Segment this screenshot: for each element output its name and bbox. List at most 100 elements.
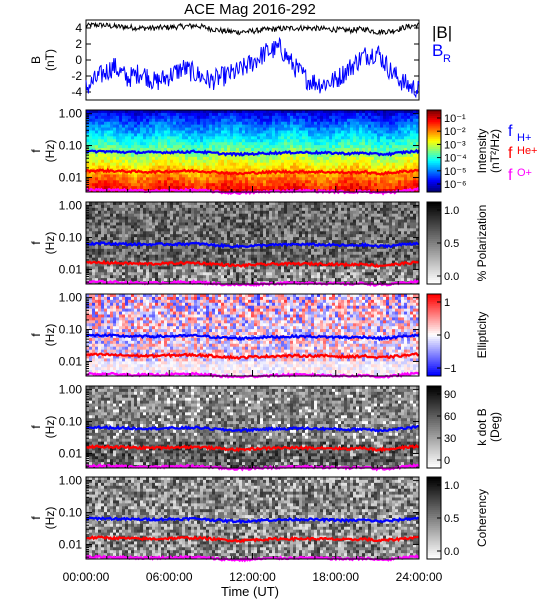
power-cell — [323, 145, 327, 149]
power-cell — [185, 136, 189, 140]
polarization-cell — [341, 225, 345, 229]
polarization-cell — [224, 222, 228, 226]
power-cell — [95, 142, 99, 146]
power-cell — [185, 142, 189, 146]
power-cell — [305, 133, 309, 137]
field-panel-frame — [85, 19, 420, 101]
polarization-cell — [152, 213, 156, 218]
power-cell — [299, 130, 303, 134]
power-cell — [284, 118, 288, 123]
polarization-cell — [332, 210, 336, 215]
power-cell — [245, 145, 249, 149]
power-cell — [392, 112, 396, 117]
power-cell — [284, 115, 288, 120]
power-cell — [299, 110, 303, 114]
power-cell — [167, 112, 171, 117]
power-cell — [155, 133, 159, 137]
polarization-cell — [134, 245, 138, 250]
polarization-cell — [350, 204, 354, 209]
power-cell — [254, 121, 258, 126]
power-cell — [155, 127, 159, 131]
power-cell — [248, 153, 252, 158]
power-cell — [317, 133, 321, 137]
power-cell — [230, 177, 234, 181]
polarization-cell — [101, 202, 105, 206]
power-cell — [122, 121, 126, 126]
power-cell — [293, 156, 297, 161]
power-cell — [254, 133, 258, 137]
power-cell — [377, 156, 381, 161]
power-cell — [410, 156, 414, 161]
power-cell — [161, 133, 165, 137]
power-cell — [335, 142, 339, 146]
polarization-cell — [383, 225, 387, 229]
power-cell — [119, 127, 123, 131]
polarization-cell — [212, 204, 216, 209]
power-cell — [263, 112, 267, 117]
power-cell — [203, 110, 207, 114]
power-cell — [407, 159, 411, 164]
power-cell — [134, 156, 138, 161]
polarization-cell — [158, 216, 162, 220]
polarization-cell — [233, 204, 237, 209]
power-cell — [398, 127, 402, 131]
polarization-cell — [395, 213, 399, 218]
power-cell — [167, 127, 171, 131]
polarization-cell — [299, 228, 303, 232]
power-cell — [275, 165, 279, 169]
power-cell — [386, 156, 390, 161]
polarization-cell — [359, 228, 363, 232]
polarization-cell — [386, 225, 390, 229]
power-cell — [152, 177, 156, 181]
polarization-cell — [188, 204, 192, 209]
polarization-cell — [203, 219, 207, 223]
power-cell — [233, 177, 237, 181]
power-cell — [110, 110, 114, 114]
power-cell — [263, 118, 267, 123]
power-cell — [110, 115, 114, 120]
power-cell — [383, 112, 387, 117]
power-cell — [311, 133, 315, 137]
power-cell — [326, 168, 330, 172]
power-cell — [383, 139, 387, 143]
polarization-cell — [161, 216, 165, 220]
polarization-cell — [311, 219, 315, 223]
power-cell — [392, 118, 396, 123]
power-cell — [389, 124, 393, 128]
power-cell — [242, 189, 246, 193]
polarization-cell — [365, 213, 369, 218]
power-cell — [332, 177, 336, 181]
polarization-cell — [293, 225, 297, 229]
power-cell — [329, 153, 333, 158]
polarization-cell — [302, 213, 306, 218]
polarization-cell — [158, 213, 162, 218]
polarization-cell — [365, 228, 369, 232]
power-cell — [137, 136, 141, 140]
power-cell — [305, 139, 309, 143]
power-colorbar-cell — [427, 122, 441, 125]
power-cell — [410, 145, 414, 149]
power-cell — [245, 130, 249, 134]
power-cell — [182, 162, 186, 167]
power-cell — [137, 133, 141, 137]
polarization-cell — [143, 231, 147, 235]
power-cell — [137, 127, 141, 131]
polarization-cell — [209, 225, 213, 229]
polarization-cell — [209, 213, 213, 218]
polarization-cell — [119, 231, 123, 235]
polarization-cell — [341, 202, 345, 206]
power-cell — [149, 186, 153, 190]
polarization-cell — [170, 213, 174, 218]
polarization-cell — [155, 222, 159, 226]
power-cell — [341, 139, 345, 143]
polarization-cell — [179, 207, 183, 212]
power-cell — [215, 112, 219, 117]
power-cell — [212, 139, 216, 143]
polarization-cell — [107, 228, 111, 232]
polarization-cell — [113, 222, 117, 226]
power-cell — [170, 139, 174, 143]
power-cell — [380, 112, 384, 117]
power-cell — [308, 112, 312, 117]
polarization-cell — [353, 234, 357, 238]
polarization-cell — [179, 237, 183, 241]
